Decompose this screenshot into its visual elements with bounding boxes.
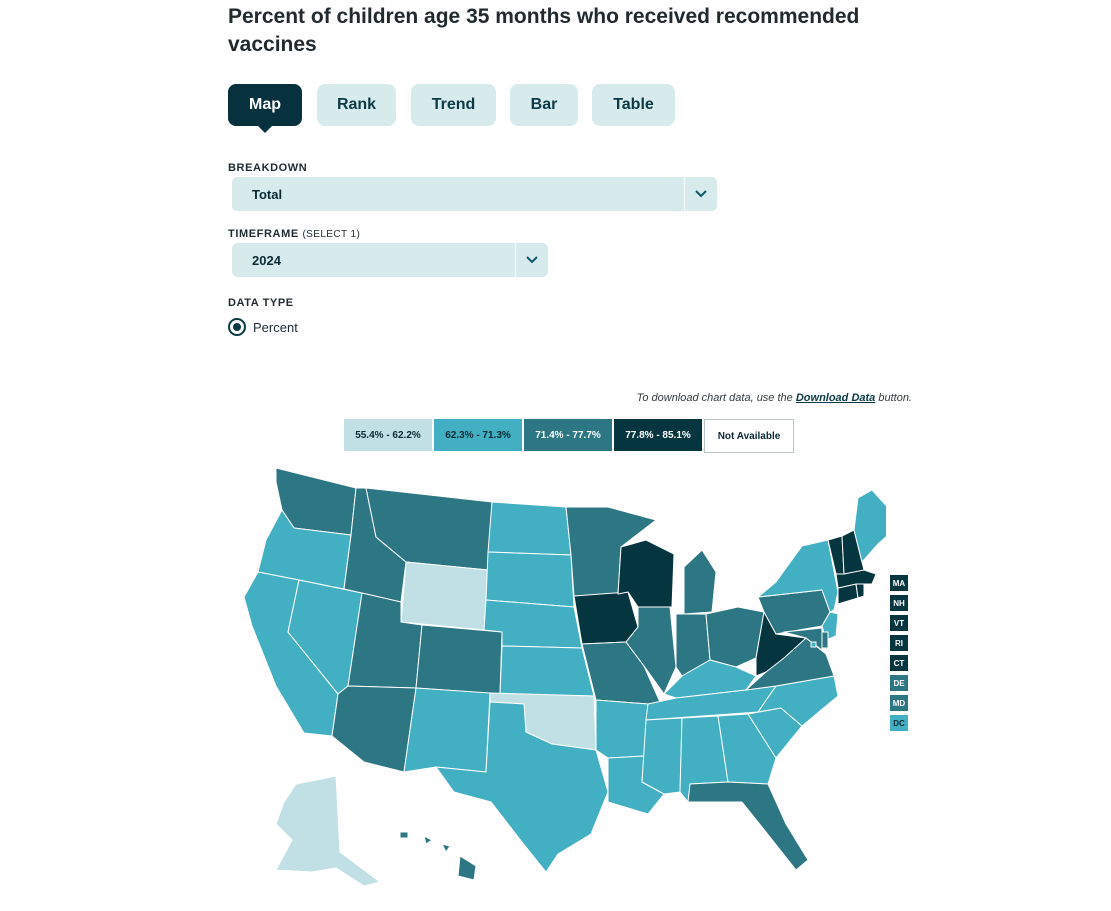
state-FL[interactable] bbox=[687, 781, 809, 871]
datatype-option: Percent bbox=[228, 318, 298, 336]
state-MI[interactable] bbox=[683, 549, 717, 615]
small-state-square[interactable]: RI bbox=[890, 635, 908, 651]
us-choropleth-map bbox=[243, 467, 886, 887]
state-NH[interactable] bbox=[841, 529, 865, 575]
datatype-label: DATA TYPE bbox=[228, 297, 294, 309]
legend-bin-1[interactable]: 62.3% - 71.3% bbox=[434, 419, 522, 451]
state-MD[interactable] bbox=[783, 627, 823, 651]
legend-bin-0[interactable]: 55.4% - 62.2% bbox=[344, 419, 432, 451]
download-note: To download chart data, use the Download… bbox=[636, 392, 912, 404]
tab-bar[interactable]: Bar bbox=[510, 84, 578, 126]
small-state-squares: MA NH VT RI CT DE MD DC bbox=[890, 575, 908, 735]
legend-bin-2[interactable]: 71.4% - 77.7% bbox=[524, 419, 612, 451]
download-data-link[interactable]: Download Data bbox=[795, 392, 876, 404]
timeframe-value: 2024 bbox=[252, 253, 281, 268]
timeframe-label: TIMEFRAME (SELECT 1) bbox=[228, 228, 360, 240]
tab-trend[interactable]: Trend bbox=[411, 84, 496, 126]
state-TX[interactable] bbox=[435, 701, 609, 873]
state-HI[interactable] bbox=[399, 831, 477, 881]
state-MS[interactable] bbox=[641, 717, 683, 795]
state-CO[interactable] bbox=[415, 624, 503, 695]
state-ND[interactable] bbox=[487, 501, 572, 556]
chevron-down-icon[interactable] bbox=[684, 177, 717, 211]
state-AK[interactable] bbox=[275, 775, 381, 887]
map-legend: 55.4% - 62.2% 62.3% - 71.3% 71.4% - 77.7… bbox=[344, 419, 796, 453]
timeframe-label-text: TIMEFRAME bbox=[228, 228, 299, 240]
state-DE[interactable] bbox=[821, 631, 829, 649]
state-IL[interactable] bbox=[625, 606, 677, 695]
state-KS[interactable] bbox=[499, 645, 595, 697]
state-GA[interactable] bbox=[717, 713, 777, 785]
small-state-square[interactable]: MA bbox=[890, 575, 908, 591]
tab-table[interactable]: Table bbox=[592, 84, 675, 126]
percent-radio[interactable] bbox=[228, 318, 246, 336]
legend-bin-3[interactable]: 77.8% - 85.1% bbox=[614, 419, 702, 451]
percent-radio-label: Percent bbox=[253, 319, 298, 335]
timeframe-sublabel: (SELECT 1) bbox=[302, 229, 361, 240]
state-IA[interactable] bbox=[573, 591, 639, 645]
timeframe-select[interactable]: 2024 bbox=[232, 243, 548, 277]
tab-map[interactable]: Map bbox=[228, 84, 302, 133]
state-WY[interactable] bbox=[400, 561, 489, 631]
small-state-square[interactable]: DC bbox=[890, 715, 908, 731]
small-state-square[interactable]: MD bbox=[890, 695, 908, 711]
state-AZ[interactable] bbox=[331, 685, 417, 773]
breakdown-select[interactable]: Total bbox=[232, 177, 717, 211]
small-state-square[interactable]: DE bbox=[890, 675, 908, 691]
state-DC[interactable] bbox=[810, 641, 817, 648]
small-state-square[interactable]: NH bbox=[890, 595, 908, 611]
chevron-down-icon[interactable] bbox=[515, 243, 548, 277]
page-title: Percent of children age 35 months who re… bbox=[228, 5, 860, 56]
legend-not-available[interactable]: Not Available bbox=[704, 419, 794, 453]
state-SD[interactable] bbox=[485, 551, 575, 608]
breakdown-value: Total bbox=[252, 187, 283, 202]
state-RI[interactable] bbox=[855, 582, 865, 599]
breakdown-label: BREAKDOWN bbox=[228, 162, 308, 174]
state-ME[interactable] bbox=[853, 489, 886, 563]
small-state-square[interactable]: CT bbox=[890, 655, 908, 671]
state-AR[interactable] bbox=[595, 699, 649, 759]
tab-rank[interactable]: Rank bbox=[317, 84, 396, 126]
state-NY[interactable] bbox=[757, 539, 839, 613]
state-NM[interactable] bbox=[403, 687, 491, 773]
small-state-square[interactable]: VT bbox=[890, 615, 908, 631]
state-OH[interactable] bbox=[705, 606, 765, 668]
